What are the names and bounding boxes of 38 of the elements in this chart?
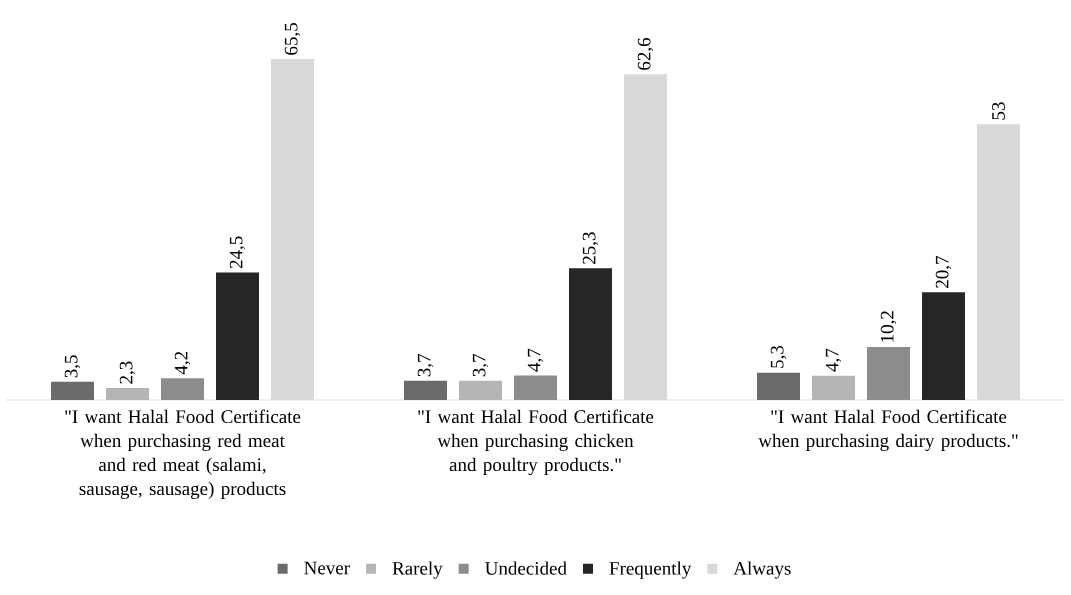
bar [922, 292, 965, 400]
x-tick-label: "I want Halal Food Certificate when purchasing red meat and red meat (salami, sausage, sausage) products [65, 409, 301, 500]
bar [106, 388, 149, 400]
data-label: 4,7 [527, 348, 544, 372]
bar [51, 381, 94, 400]
bar [216, 272, 259, 400]
data-label: 25,3 [582, 232, 599, 264]
data-label: 4,7 [825, 348, 842, 372]
legend-label: Never [304, 561, 350, 575]
bar [161, 378, 204, 400]
data-label: 24,5 [229, 236, 246, 269]
bar [624, 74, 667, 400]
bar [514, 375, 557, 400]
bar [569, 268, 612, 400]
x-tick-label: "I want Halal Food Certificate when purchasing chicken and poultry products." [418, 409, 654, 476]
legend-label: Undecided [485, 561, 567, 575]
data-label: 5,3 [770, 345, 787, 368]
bar [812, 375, 855, 400]
data-label: 3,7 [472, 354, 489, 377]
bar [757, 372, 800, 400]
data-label: 20,7 [935, 256, 952, 288]
bar [977, 124, 1020, 400]
bar [271, 59, 314, 400]
data-label: 4,2 [174, 351, 191, 375]
data-label: 2,3 [119, 361, 136, 384]
legend-label: Frequently [609, 561, 692, 579]
data-label: 3,5 [64, 355, 81, 378]
data-label: 10,2 [880, 311, 897, 342]
bar [404, 380, 447, 400]
data-label: 3,7 [417, 354, 434, 377]
data-label: 53 [992, 102, 1005, 120]
data-label: 65,5 [284, 23, 301, 55]
bar [867, 346, 910, 400]
data-label: 62,6 [637, 37, 654, 70]
bar [459, 380, 502, 400]
x-tick-label: "I want Halal Food Certificate when purchasing dairy products." [758, 409, 1018, 452]
legend-label: Rarely [392, 561, 443, 579]
legend-label: Always [733, 561, 791, 579]
